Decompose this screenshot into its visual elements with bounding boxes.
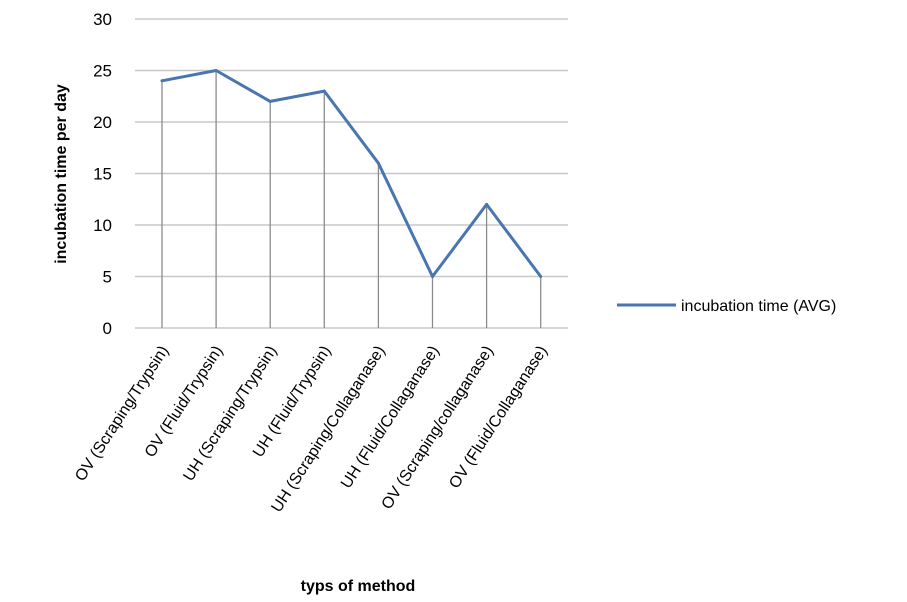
data-point (376, 161, 380, 165)
data-point (322, 89, 326, 93)
x-tick-label: UH (Scraping/Trypsin) (180, 343, 280, 484)
x-tick-label: OV (Scraping/collaganase) (379, 343, 497, 513)
y-tick-label: 10 (93, 216, 112, 235)
data-point (214, 69, 218, 72)
y-tick-label: 5 (103, 268, 112, 287)
legend-label-incubation-time: incubation time (AVG) (681, 298, 836, 315)
series-lines (160, 69, 543, 278)
y-tick-label: 0 (103, 319, 112, 338)
y-axis-title: incubation time per day (53, 84, 70, 264)
y-tick-label: 30 (93, 10, 112, 29)
y-tick-label: 15 (93, 165, 112, 184)
data-point (268, 99, 272, 103)
x-tick-label: OV (Scraping/Trypsin) (72, 343, 172, 484)
data-point (431, 275, 434, 278)
drop-lines (161, 70, 542, 328)
data-point (485, 202, 489, 206)
y-tick-label: 20 (93, 113, 112, 132)
series-line-incubation-time (161, 69, 542, 278)
gridlines (135, 18, 568, 329)
legend: incubation time (AVG) (617, 298, 836, 315)
data-point (539, 275, 543, 278)
data-point (160, 79, 164, 83)
x-tick-labels: OV (Scraping/Trypsin)OV (Fluid/Trypsin)U… (72, 343, 551, 516)
x-tick-label: UH (Fluid/Collaganase) (338, 343, 443, 492)
x-tick-label: OV (Fluid/Collaganase) (446, 343, 551, 492)
y-tick-labels: 0 5 10 15 20 25 30 (93, 10, 112, 338)
x-axis-title: typs of method (301, 578, 416, 595)
x-tick-label: UH (Scraping/Collaganase) (268, 343, 388, 516)
y-tick-label: 25 (93, 62, 112, 81)
